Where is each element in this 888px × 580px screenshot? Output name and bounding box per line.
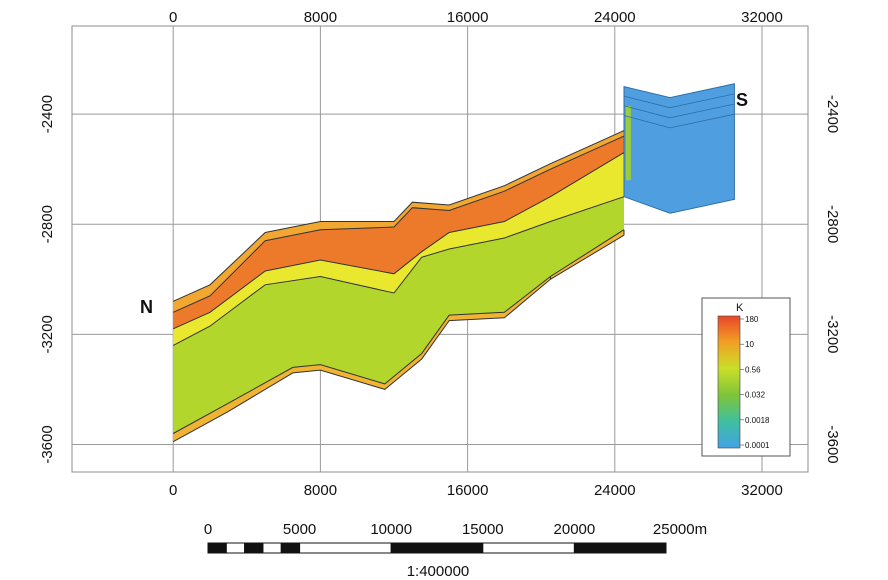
legend-tick-label-5: 0.0001 [745,441,770,450]
scale-bar-segment-1 [225,542,246,554]
y-tick-right-2: -3200 [824,315,841,353]
y-tick-left-0: -2400 [39,95,56,133]
legend-tick-label-0: 180 [745,315,759,324]
y-tick-right-1: -2800 [824,205,841,243]
scale-bar-segment-8 [573,542,667,554]
north-label: N [140,297,153,317]
scale-bar-segment-5 [299,542,392,554]
scale-bar-labels: 0 5000 10000 15000 20000 25000m [204,521,707,538]
legend-tick-label-1: 10 [745,340,754,349]
scale-bar-segment-2 [244,542,264,554]
legend-tick-label-2: 0.56 [745,365,761,374]
scale-bar-label-2: 10000 [370,521,412,538]
scale-bar: 0 5000 10000 15000 20000 25000m 1:400000 [204,521,707,580]
legend-tick-label-3: 0.032 [745,391,766,400]
x-tick-bottom-2: 16000 [447,482,489,499]
scale-bar-label-5: 25000m [653,521,707,538]
scale-bar-segment-3 [262,542,282,554]
legend-ticks: 180 10 0.56 0.032 0.0018 0.0001 [740,315,770,450]
y-tick-left-1: -2800 [39,205,56,243]
scale-ratio: 1:400000 [407,563,470,580]
horizon-lines [172,93,735,443]
y-tick-left-2: -3200 [39,315,56,353]
south-label: S [736,90,748,110]
scale-bar-label-0: 0 [204,521,212,538]
south-block-horizon-0 [623,93,735,109]
x-tick-bottom-1: 8000 [304,482,337,499]
horizon-cap [172,130,625,302]
south-block-horizon-2 [623,113,735,129]
x-tick-bottom-0: 0 [169,482,177,499]
layer-upper [173,136,624,329]
layer-main [173,196,624,434]
legend-colorbar [717,315,741,449]
x-tick-bottom-3: 24000 [594,482,636,499]
horizon-base [172,229,625,434]
scale-bar-label-3: 15000 [462,521,504,538]
x-tick-top-3: 24000 [594,9,636,26]
scale-bar-segments [207,542,667,554]
horizon-bottom [172,234,625,443]
legend-box [701,297,791,457]
legend: K 180 10 0.56 0.032 0.0018 0.0001 [701,297,791,457]
legend-tick-label-4: 0.0018 [745,416,770,425]
section-layers [173,83,735,442]
horizon-main [172,196,625,346]
horizon-upper [172,135,625,313]
layer-cap [173,130,624,313]
scale-bar-label-1: 5000 [283,521,316,538]
scale-bar-label-4: 20000 [554,521,596,538]
y-tick-left-3: -3600 [39,425,56,463]
horizon-middle [172,152,625,330]
scale-bar-segment-0 [207,542,227,554]
axis-ticks: 0 0 8000 8000 16000 16000 24000 24000 32000 32000… [39,9,841,499]
x-tick-bottom-4: 32000 [741,482,783,499]
y-tick-right-3: -3600 [824,425,841,463]
south-block-green-strip [625,105,631,181]
x-tick-top-2: 16000 [447,9,489,26]
scale-bar-segment-7 [482,542,575,554]
south-block [623,83,735,214]
x-tick-top-4: 32000 [741,9,783,26]
scale-bar-segment-6 [390,542,484,554]
y-tick-right-0: -2400 [824,95,841,133]
x-tick-top-1: 8000 [304,9,337,26]
legend-title: K [736,302,744,314]
x-tick-top-0: 0 [169,9,177,26]
south-block-horizon-1 [623,103,735,119]
scale-bar-segment-4 [280,542,301,554]
